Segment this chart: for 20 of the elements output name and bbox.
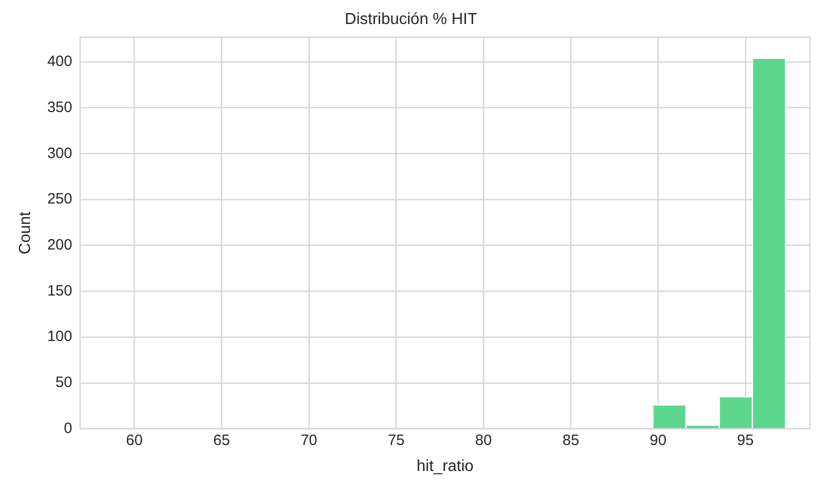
x-tick-label: 90 (650, 432, 666, 449)
y-tick-label: 50 (56, 374, 72, 392)
y-tick-label: 350 (47, 98, 72, 116)
y-tick-label: 0 (64, 420, 72, 437)
x-tick-label: 65 (213, 432, 230, 449)
y-axis-title: Count (17, 211, 34, 254)
x-tick-label: 80 (475, 432, 492, 449)
y-tick-label: 250 (47, 190, 72, 208)
x-axis-title: hit_ratio (416, 458, 474, 475)
y-tick-label: 150 (47, 282, 72, 300)
x-tick-label: 85 (562, 432, 580, 449)
y-tick-label: 200 (47, 236, 72, 254)
chart-title: Distribución % HIT (344, 11, 478, 28)
x-tick-label: 75 (388, 432, 405, 449)
x-tick-label: 95 (737, 432, 754, 449)
y-tick-label: 100 (47, 328, 72, 346)
y-tick-label: 400 (47, 53, 72, 70)
x-tick-label: 70 (300, 432, 318, 449)
x-tick-label: 60 (126, 432, 143, 449)
y-tick-label: 300 (47, 144, 72, 162)
